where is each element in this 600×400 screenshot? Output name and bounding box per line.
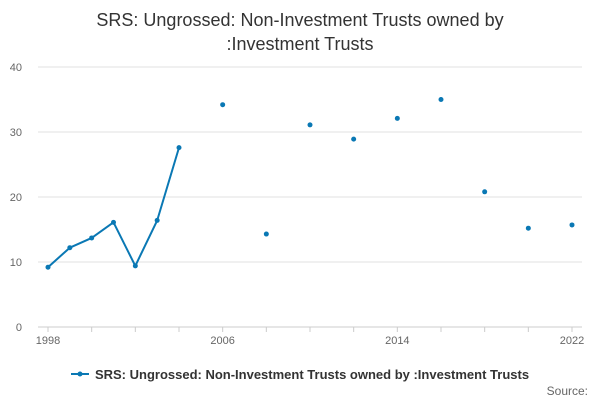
x-tick-label: 2006 [210,335,234,347]
chart-title-line-2: :Investment Trusts [226,34,374,54]
legend-label: SRS: Ungrossed: Non-Investment Trusts ow… [94,366,530,382]
data-point[interactable] [220,102,226,108]
chart-title-line-1: SRS: Ungrossed: Non-Investment Trusts ow… [96,10,504,30]
series-points [45,97,575,270]
y-tick-label: 0 [16,322,22,334]
data-point[interactable] [132,263,138,269]
x-tick-label: 2014 [385,335,409,347]
legend-line-icon [70,371,89,377]
data-point[interactable] [351,136,357,142]
chart-title: SRS: Ungrossed: Non-Investment Trusts ow… [0,8,600,56]
data-point[interactable] [438,97,444,102]
data-point[interactable] [154,217,160,223]
data-point[interactable] [525,225,531,231]
y-tick-label: 10 [10,257,22,269]
data-point[interactable] [263,231,269,237]
gridlines [38,66,582,263]
data-point[interactable] [67,245,73,251]
legend: SRS: Ungrossed: Non-Investment Trusts ow… [0,366,600,382]
source-label: Source: [546,384,588,398]
data-point[interactable] [394,115,400,121]
data-point[interactable] [307,122,313,128]
y-tick-label: 30 [10,127,22,139]
data-point[interactable] [176,145,182,151]
data-point[interactable] [89,235,95,241]
x-tick-label: 2022 [560,335,584,347]
y-tick-label: 20 [10,192,22,204]
x-tick-label: 1998 [36,335,60,347]
series-lines [47,147,180,268]
legend-item[interactable]: SRS: Ungrossed: Non-Investment Trusts ow… [70,366,530,382]
data-point[interactable] [45,264,51,270]
axes: 0 10 20 30 40 1998 2006 2014 2022 [10,62,584,347]
series-line [47,147,180,268]
y-tick-label: 40 [10,62,22,74]
data-point[interactable] [482,189,488,195]
data-point[interactable] [569,222,575,228]
data-point[interactable] [111,219,116,225]
